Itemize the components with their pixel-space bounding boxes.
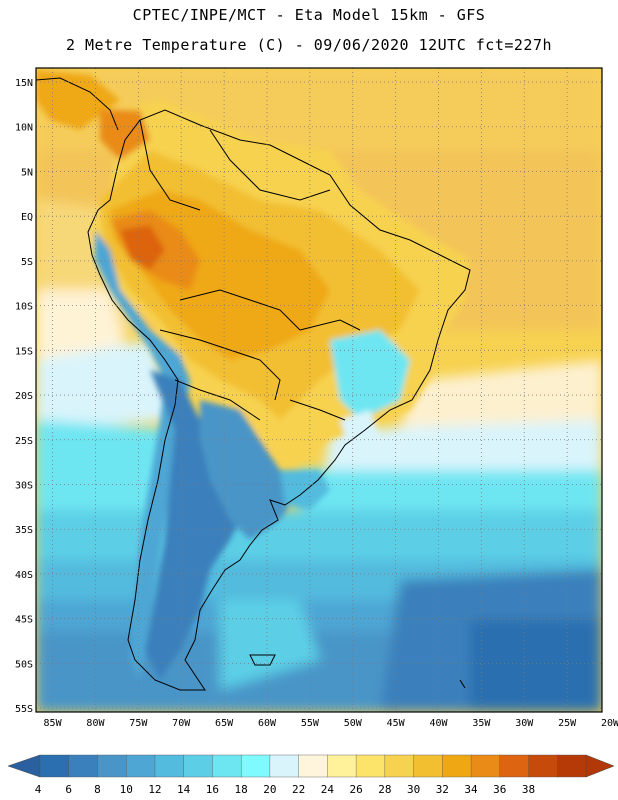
- colorbar-swatch: [298, 754, 329, 778]
- longitude-label: 30W: [515, 718, 534, 729]
- colorbar-tick-label: 4: [35, 783, 42, 796]
- colorbar-swatch: [39, 754, 70, 778]
- latitude-label: 55S: [15, 704, 33, 715]
- colorbar-swatch: [442, 754, 472, 778]
- colorbar-tick-label: 32: [436, 783, 449, 796]
- latitude-label: EQ: [21, 212, 33, 223]
- latitude-label: 15N: [15, 78, 33, 89]
- colorbar-swatch: [240, 754, 271, 778]
- colorbar-swatch: [557, 754, 587, 778]
- longitude-label: 55W: [301, 718, 320, 729]
- colorbar-tick-label: 20: [263, 783, 276, 796]
- longitude-label: 40W: [429, 718, 448, 729]
- latitude-label: 10S: [15, 302, 33, 313]
- latitude-label: 30S: [15, 481, 33, 492]
- colorbar-swatch: [327, 754, 357, 778]
- colorbar-tick-label: 30: [407, 783, 420, 796]
- colorbar-swatch: [499, 754, 530, 778]
- colorbar-swatch: [413, 754, 444, 778]
- colorbar-tick-label: 24: [321, 783, 335, 796]
- colorbar-tick-label: 28: [378, 783, 391, 796]
- colorbar-tick-label: 36: [493, 783, 506, 796]
- colorbar-swatch: [269, 754, 300, 778]
- colorbar-tick-label: 6: [65, 783, 72, 796]
- colorbar-tick-label: 26: [349, 783, 362, 796]
- latitude-labels: 15N 10N 5N EQ 5S 10S 15S 20S 25S 30S 35S 40S 45S 50S 5…: [15, 78, 33, 715]
- colorbar-tick-label: 18: [235, 783, 248, 796]
- latitude-label: 50S: [15, 659, 33, 670]
- colorbar-low-arrow: [7, 754, 41, 778]
- longitude-label: 25W: [558, 718, 577, 729]
- colorbar-swatch: [154, 754, 185, 778]
- latitude-label: 45S: [15, 615, 33, 626]
- colorbar-tick-label: 34: [464, 783, 478, 796]
- colorbar-tick-label: 22: [292, 783, 305, 796]
- colorbar-tick-label: 16: [206, 783, 219, 796]
- colorbar-tick-label: 38: [522, 783, 535, 796]
- map-field: [36, 68, 602, 712]
- colorbar-swatch: [384, 754, 415, 778]
- colorbar-swatch: [470, 754, 501, 778]
- latitude-label: 25S: [15, 436, 33, 447]
- latitude-label: 5N: [21, 167, 33, 178]
- colorbar-tick-label: 14: [177, 783, 191, 796]
- longitude-label: 50W: [344, 718, 363, 729]
- colorbar-high-arrow: [585, 754, 615, 778]
- latitude-label: 5S: [21, 257, 33, 268]
- longitude-label: 45W: [387, 718, 406, 729]
- longitude-label: 60W: [258, 718, 277, 729]
- latitude-label: 15S: [15, 346, 33, 357]
- colorbar-swatch: [355, 754, 386, 778]
- colorbar-labels: 4 6 8 10 12 14 16 18 20 22 24 26 28 30 32 34 36 38: [35, 783, 535, 796]
- colorbar-swatches: [7, 754, 615, 778]
- latitude-label: 20S: [15, 391, 33, 402]
- colorbar-tick-label: 12: [148, 783, 161, 796]
- graticule: [36, 68, 602, 712]
- longitude-label: 65W: [215, 718, 234, 729]
- colorbar-swatch: [183, 754, 214, 778]
- colorbar-swatch: [97, 754, 127, 778]
- colorbar-swatch: [212, 754, 242, 778]
- longitude-label: 20W: [601, 718, 618, 729]
- colorbar-swatch: [528, 754, 558, 778]
- latitude-label: 10N: [15, 123, 33, 134]
- colorbar-tick-label: 8: [94, 783, 101, 796]
- map-subtitle: 2 Metre Temperature (C) - 09/06/2020 12U…: [65, 36, 553, 54]
- longitude-label: 35W: [472, 718, 491, 729]
- colorbar-swatch: [68, 754, 99, 778]
- longitude-label: 85W: [44, 718, 63, 729]
- longitude-label: 70W: [172, 718, 191, 729]
- map-frame: [35, 67, 603, 713]
- longitude-label: 75W: [129, 718, 148, 729]
- latitude-label: 40S: [15, 570, 33, 581]
- longitude-label: 80W: [86, 718, 105, 729]
- map-title: CPTEC/INPE/MCT - Eta Model 15km - GFS: [132, 6, 486, 24]
- colorbar-tick-label: 10: [120, 783, 133, 796]
- longitude-labels: 85W 80W 75W 70W 65W 60W 55W 50W 45W 40W 35W 30W 25W 2…: [44, 718, 618, 729]
- latitude-label: 35S: [15, 525, 33, 536]
- colorbar-swatch: [126, 754, 156, 778]
